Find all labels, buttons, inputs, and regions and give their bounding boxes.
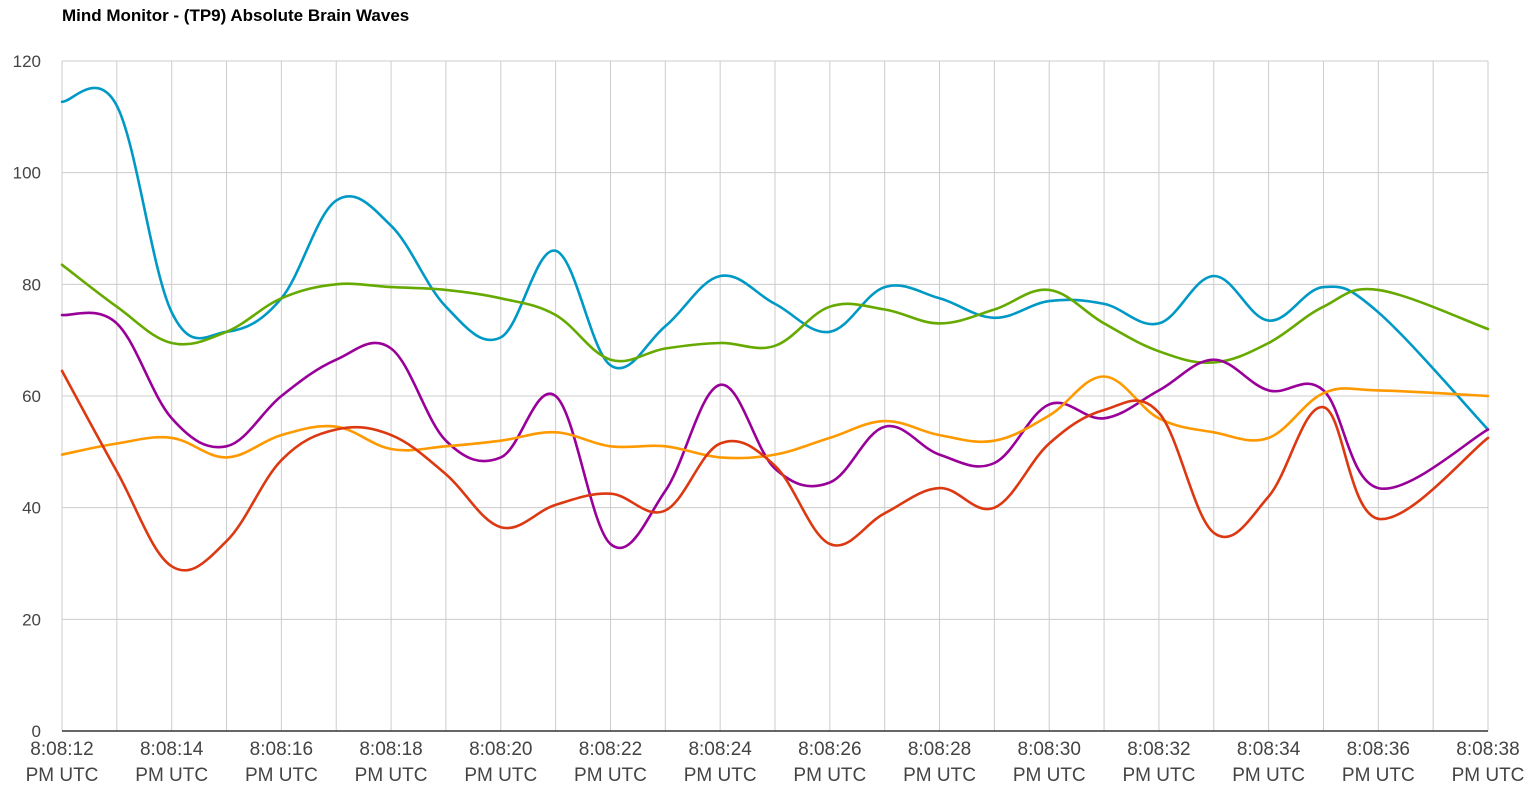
chart-title: Mind Monitor - (TP9) Absolute Brain Wave… [62, 6, 410, 25]
x-tick-label-zone: PM UTC [245, 765, 318, 786]
x-tick-label-zone: PM UTC [1452, 765, 1525, 786]
x-tick-label-zone: PM UTC [464, 765, 537, 786]
y-tick-label: 40 [22, 499, 41, 518]
series-line-2 [60, 311, 1490, 550]
series-lines [60, 86, 1490, 572]
x-tick-label-time: 8:08:30 [1018, 739, 1081, 760]
x-tick-label-time: 8:08:20 [469, 739, 532, 760]
x-tick-label-zone: PM UTC [355, 765, 428, 786]
x-tick-label-time: 8:08:14 [140, 739, 204, 760]
y-tick-label: 60 [22, 387, 41, 406]
series-line-4 [60, 369, 1490, 572]
x-tick-label-zone: PM UTC [1232, 765, 1305, 786]
y-tick-label: 120 [13, 52, 41, 71]
y-tick-label: 100 [13, 164, 41, 183]
x-tick-label-time: 8:08:36 [1347, 739, 1410, 760]
series-line-3 [60, 375, 1490, 460]
x-tick-label-zone: PM UTC [1123, 765, 1196, 786]
y-tick-label: 0 [32, 722, 41, 741]
gridlines [61, 60, 1489, 731]
x-tick-label-time: 8:08:18 [359, 739, 422, 760]
x-tick-label-zone: PM UTC [903, 765, 976, 786]
tick-labels: 0 20 40 60 80 100 120 8:08:12 PM UTC 8:08:14 PM UT… [13, 52, 1525, 786]
series-line-0 [60, 86, 1490, 431]
x-tick-label-zone: PM UTC [135, 765, 208, 786]
x-tick-label-zone: PM UTC [793, 765, 866, 786]
x-tick-label-zone: PM UTC [684, 765, 757, 786]
x-tick-label-time: 8:08:38 [1456, 739, 1519, 760]
x-tick-label-time: 8:08:16 [250, 739, 313, 760]
x-tick-label-zone: PM UTC [1342, 765, 1415, 786]
y-tick-label: 80 [22, 275, 41, 294]
x-tick-label-time: 8:08:34 [1237, 739, 1301, 760]
series-line-1 [60, 263, 1490, 365]
x-tick-label-time: 8:08:26 [798, 739, 861, 760]
x-tick-label-time: 8:08:22 [579, 739, 642, 760]
x-tick-label-time: 8:08:24 [688, 739, 752, 760]
x-tick-label-time: 8:08:28 [908, 739, 971, 760]
x-tick-label-zone: PM UTC [574, 765, 647, 786]
y-tick-label: 20 [22, 610, 41, 629]
x-tick-label-zone: PM UTC [26, 765, 99, 786]
x-tick-label-zone: PM UTC [1013, 765, 1086, 786]
x-tick-label-time: 8:08:32 [1127, 739, 1190, 760]
x-tick-label-time: 8:08:12 [30, 739, 93, 760]
